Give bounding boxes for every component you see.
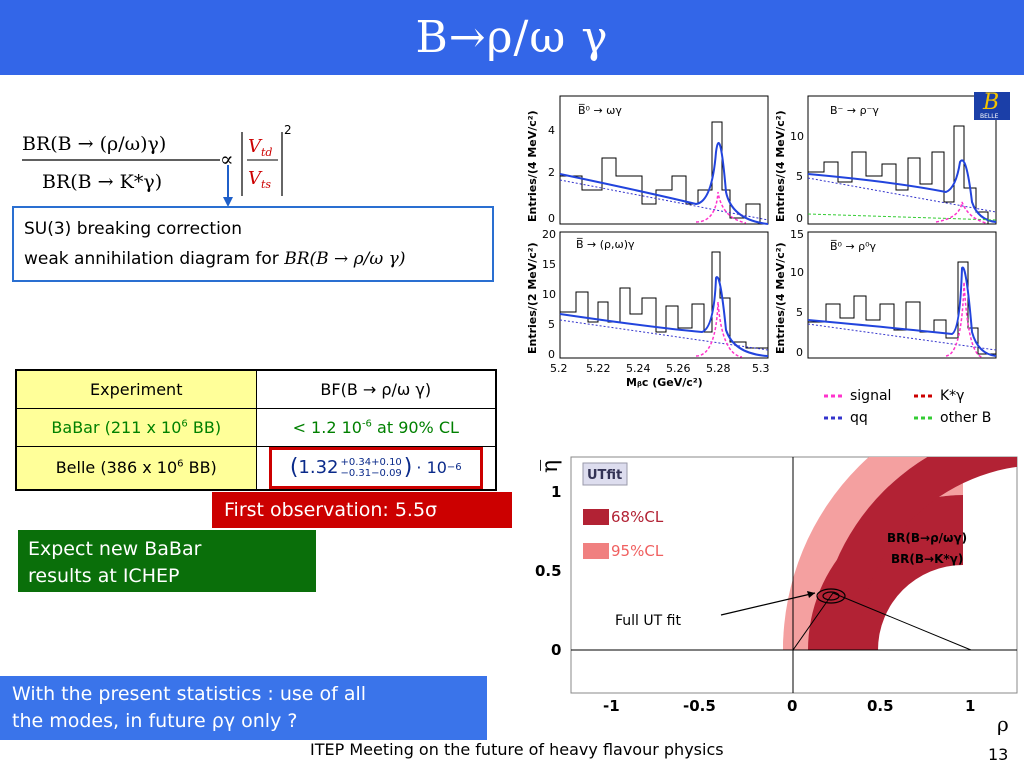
svg-text:B̅ → (ρ,ω)γ: B̅ → (ρ,ω)γ: [576, 238, 635, 251]
histogram-panel-rho-charged: B⁻ → ρ⁻γ 10 5 0: [790, 95, 997, 225]
results-table: Experiment BF(B → ρ/ω γ) BaBar (211 x 10…: [15, 369, 497, 491]
formula-vtd: Vtd: [248, 136, 272, 159]
svg-text:UTfit: UTfit: [587, 468, 622, 483]
footer-text: ITEP Meeting on the future of heavy flav…: [310, 740, 724, 759]
svg-text:5.24: 5.24: [626, 362, 651, 375]
legend-kstar: K*γ: [940, 388, 964, 404]
table-header-experiment: Experiment: [15, 369, 257, 409]
ut-fit-plot: Full UT fit 68%CL 95%CL BR(B→ρ/ωγ) BR(B→…: [535, 456, 1018, 736]
legend-95-label: 95%CL: [611, 542, 664, 560]
utfit-logo: UTfit: [582, 462, 628, 486]
band-label-kstar: BR(B→K*γ): [891, 552, 963, 566]
svg-text:5.22: 5.22: [586, 362, 611, 375]
first-observation-banner: First observation: 5.5σ: [212, 492, 512, 528]
svg-text:5: 5: [796, 170, 803, 183]
svg-text:5.26: 5.26: [666, 362, 691, 375]
legend-signal: signal: [850, 388, 891, 404]
belle-logo: B BELLE: [974, 92, 1010, 120]
panel-label: B̅⁰ → ωγ: [578, 104, 622, 117]
formula-power: 2: [284, 123, 292, 137]
svg-text:BELLE: BELLE: [980, 113, 999, 120]
svg-text:10: 10: [790, 130, 804, 143]
svg-text:B̅⁰ → ρ⁰γ: B̅⁰ → ρ⁰γ: [830, 240, 877, 253]
legend-68-swatch: [583, 509, 609, 525]
babar-value-cell: < 1.2 10-6 at 90% CL: [255, 407, 497, 447]
svg-text:5.3: 5.3: [752, 362, 770, 375]
stats-line-2: the modes, in future ργ only ?: [12, 710, 298, 732]
slide-title: B→ρ/ω γ: [415, 12, 609, 63]
svg-text:2: 2: [548, 166, 555, 179]
svg-text:5.2: 5.2: [550, 362, 568, 375]
svg-text:15: 15: [790, 228, 804, 241]
belle-label-cell: Belle (386 x 106 BB): [15, 445, 257, 490]
svg-text:15: 15: [542, 258, 556, 271]
svg-text:0: 0: [548, 212, 555, 225]
note-line-2: weak annihilation diagram for BR(B → ρ/ω…: [24, 249, 406, 269]
expect-line-2: results at ICHEP: [28, 565, 180, 587]
page-number: 13: [988, 745, 1009, 764]
table-row: BaBar (211 x 106 BB) < 1.2 10-6 at 90% C…: [15, 407, 497, 447]
title-bar: B→ρ/ω γ: [0, 0, 1024, 75]
svg-text:0: 0: [796, 212, 803, 225]
svg-text:5: 5: [796, 306, 803, 319]
legend-other-b: other B: [940, 410, 991, 426]
svg-text:20: 20: [542, 228, 556, 241]
formula-numerator: BR(B → (ρ/ω)γ): [22, 133, 166, 155]
note-line-1: SU(3) breaking correction: [24, 219, 242, 239]
y-tick-0: 0: [551, 641, 561, 659]
histogram-legend: signal K*γ qq other B: [824, 388, 991, 426]
ratio-formula: BR(B → (ρ/ω)γ) BR(B → K*γ) ∝ Vtd Vts 2: [22, 123, 292, 196]
legend-68-label: 68%CL: [611, 508, 664, 526]
svg-text:4: 4: [548, 124, 555, 137]
y-tick-0.5: 0.5: [535, 562, 562, 580]
x-tick-m0.5: -0.5: [683, 697, 716, 715]
x-axis-label: Mᵦc (GeV/c²): [626, 376, 703, 389]
svg-text:5.28: 5.28: [706, 362, 731, 375]
x-tick-0.5: 0.5: [867, 697, 894, 715]
svg-text:10: 10: [790, 266, 804, 279]
histogram-panel-rho-omega: B̅ → (ρ,ω)γ 20 15 10 5 0: [542, 228, 769, 361]
mbc-histogram-figure: B̅⁰ → ωγ 4 2 0 B⁻ → ρ⁻γ 10 5 0 B BELLE B…: [526, 92, 1010, 389]
expect-babar-box: Expect new BaBar results at ICHEP: [18, 530, 316, 592]
formula-denominator: BR(B → K*γ): [42, 171, 162, 193]
svg-text:B: B: [982, 92, 999, 115]
arrow-down-icon: [223, 165, 233, 207]
x-tick-0: 0: [787, 697, 797, 715]
babar-label-cell: BaBar (211 x 106 BB): [15, 407, 257, 447]
expect-line-1: Expect new BaBar: [28, 538, 202, 560]
legend-qq: qq: [850, 410, 868, 426]
y-axis-label-right: Entries/(4 MeV/c²): [774, 110, 787, 222]
svg-text:0: 0: [548, 348, 555, 361]
y-axis-eta: η̅: [538, 460, 563, 473]
stats-line-1: With the present statistics : use of all: [12, 683, 367, 705]
band-label-rho: BR(B→ρ/ωγ): [887, 531, 967, 545]
svg-text:5: 5: [548, 318, 555, 331]
x-axis-rho: ρ: [997, 712, 1009, 736]
legend-95-swatch: [583, 543, 609, 559]
svg-text:B⁻ → ρ⁻γ: B⁻ → ρ⁻γ: [830, 104, 879, 117]
x-tick-m1: -1: [603, 697, 620, 715]
svg-text:0: 0: [796, 346, 803, 359]
formula-vts: Vts: [248, 168, 271, 191]
formula-proportional: ∝: [220, 147, 234, 171]
svg-text:10: 10: [542, 288, 556, 301]
present-stats-box: With the present statistics : use of all…: [0, 676, 487, 740]
x-tick-1: 1: [965, 697, 975, 715]
y-axis-label-left-lower: Entries/(2 MeV/c²): [526, 242, 539, 354]
y-tick-1: 1: [551, 483, 561, 501]
histogram-panel-omega: B̅⁰ → ωγ 4 2 0: [548, 95, 769, 225]
y-axis-label-left: Entries/(4 MeV/c²): [526, 110, 539, 222]
histogram-panel-rho-neutral: B̅⁰ → ρ⁰γ 15 10 5 0: [790, 228, 997, 359]
table-row: Experiment BF(B → ρ/ω γ): [15, 369, 497, 409]
table-header-bf: BF(B → ρ/ω γ): [255, 369, 497, 409]
belle-value-cell: (1.32 +0.34+0.10 −0.31−0.09 ) · 10 −6: [255, 445, 497, 490]
fit-label: Full UT fit: [615, 613, 681, 629]
table-row: Belle (386 x 106 BB) (1.32 +0.34+0.10 −0.…: [15, 445, 497, 490]
y-axis-label-right-lower: Entries/(4 MeV/c²): [774, 242, 787, 354]
correction-note-box: SU(3) breaking correction weak annihilat…: [12, 206, 494, 282]
